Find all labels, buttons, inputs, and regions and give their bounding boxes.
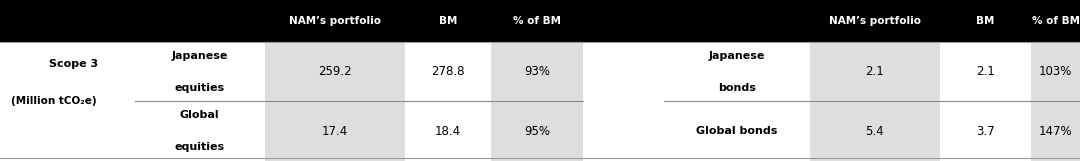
Bar [0,42,1080,161]
Text: Japanese: Japanese [172,51,228,61]
Text: % of BM: % of BM [513,16,562,26]
Text: 18.4: 18.4 [435,125,461,138]
Text: BM: BM [438,16,458,26]
Text: 5.4: 5.4 [865,125,885,138]
Text: 147%: 147% [1039,125,1072,138]
Text: 95%: 95% [524,125,551,138]
Text: (Million tCO₂e): (Million tCO₂e) [11,96,96,106]
Text: equities: equities [175,142,225,152]
Text: 93%: 93% [524,65,551,78]
Bar [491,42,583,161]
Text: 2.1: 2.1 [976,65,995,78]
Text: 2.1: 2.1 [865,65,885,78]
Text: Global bonds: Global bonds [697,126,778,136]
Text: Japanese: Japanese [708,51,766,61]
Text: 3.7: 3.7 [976,125,995,138]
Bar [0,0,1080,42]
Text: NAM’s portfolio: NAM’s portfolio [828,16,921,26]
Bar [265,42,405,161]
Bar [1031,42,1080,161]
Text: BM: BM [976,16,995,26]
Text: Scope 3: Scope 3 [49,59,97,69]
Text: 278.8: 278.8 [431,65,465,78]
Bar [810,42,940,161]
Text: 259.2: 259.2 [318,65,352,78]
Text: equities: equities [175,83,225,93]
Text: % of BM: % of BM [1031,16,1080,26]
Text: bonds: bonds [718,83,756,93]
Text: 103%: 103% [1039,65,1072,78]
Text: Global: Global [180,110,219,120]
Text: 17.4: 17.4 [322,125,348,138]
Text: NAM’s portfolio: NAM’s portfolio [288,16,381,26]
